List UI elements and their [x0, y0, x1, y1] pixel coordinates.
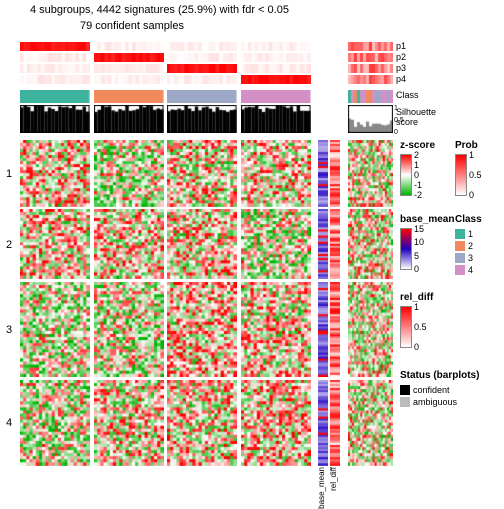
track-label-p3: p3: [396, 63, 406, 73]
row-label-1: 1: [6, 168, 12, 180]
track-label-p4: p4: [396, 74, 406, 84]
track-label-class: Class: [396, 90, 419, 100]
row-label-4: 4: [6, 417, 12, 429]
title-line1: 4 subgroups, 4442 signatures (25.9%) wit…: [30, 4, 289, 16]
track-label-p2: p2: [396, 52, 406, 62]
title-line2: 79 confident samples: [80, 20, 184, 32]
row-label-2: 2: [6, 239, 12, 251]
row-label-3: 3: [6, 324, 12, 336]
track-label-p1: p1: [396, 41, 406, 51]
